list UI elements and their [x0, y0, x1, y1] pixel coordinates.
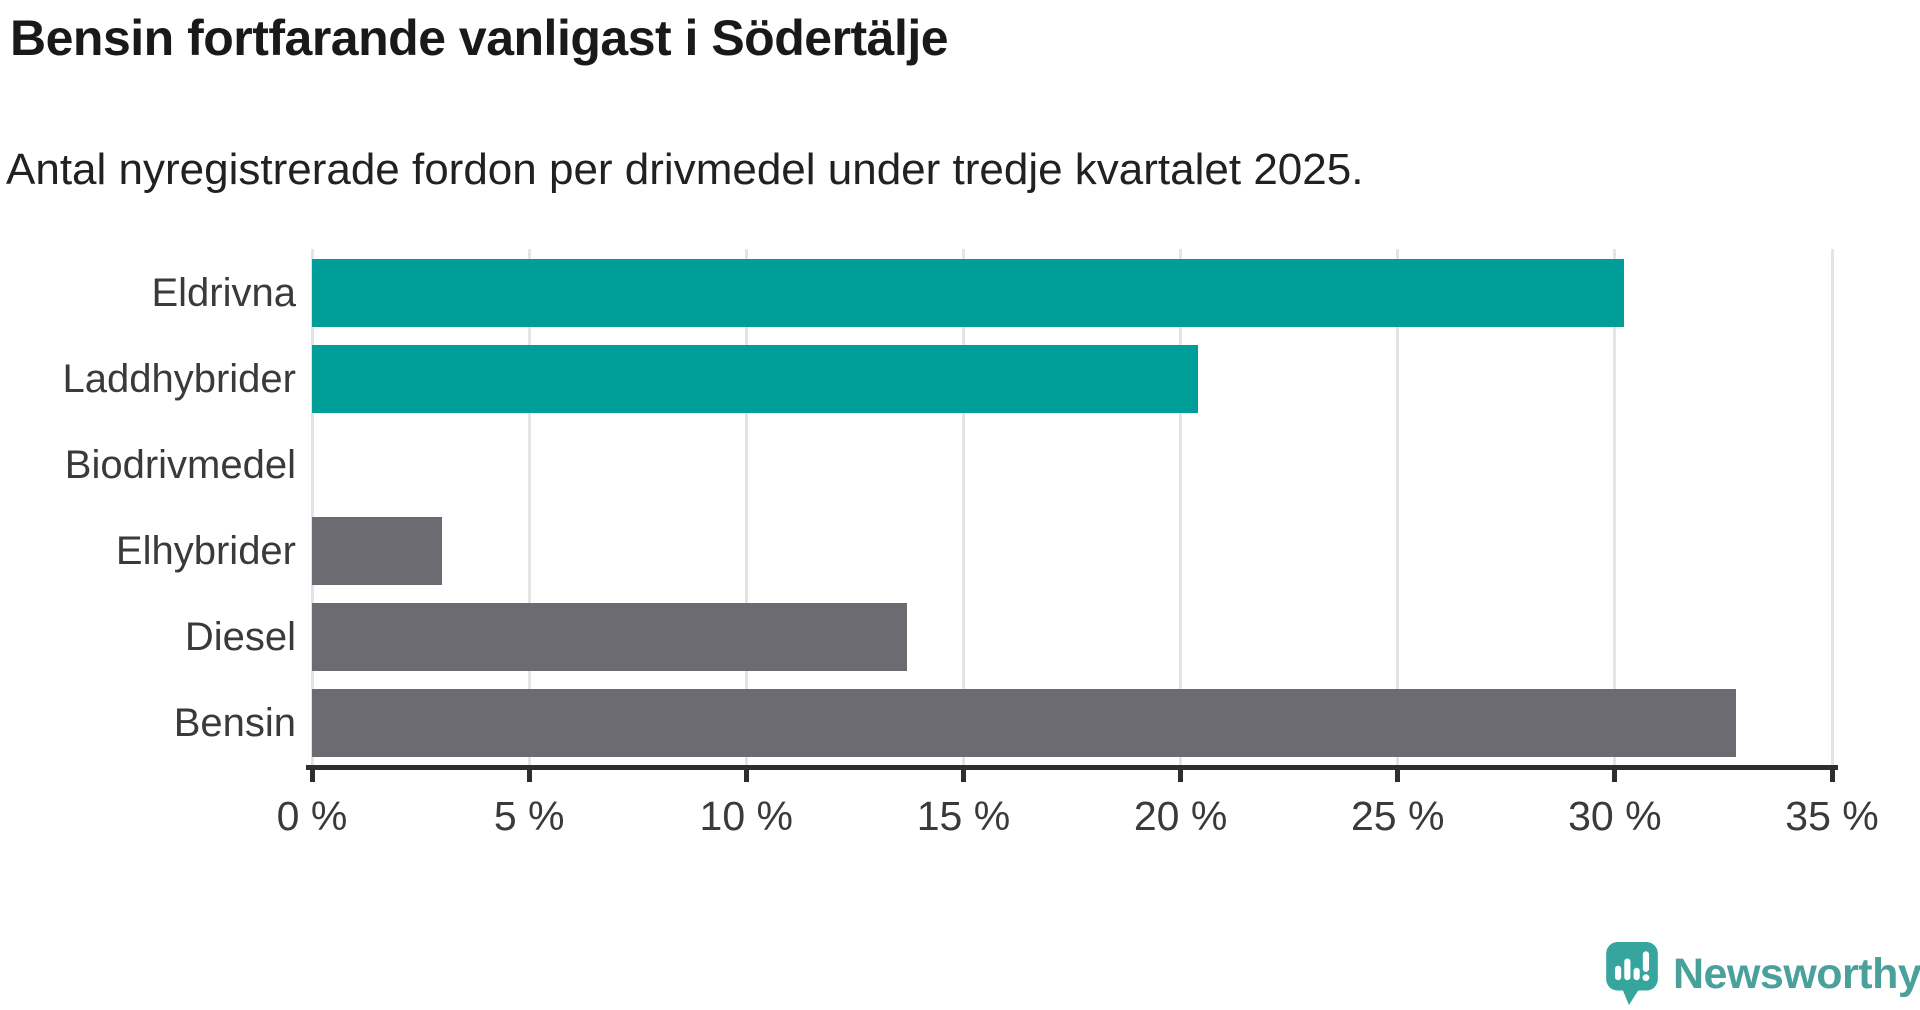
chart-title: Bensin fortfarande vanligast i Södertälj…	[10, 10, 949, 66]
chart-subtitle: Antal nyregistrerade fordon per drivmede…	[6, 145, 1364, 194]
x-axis-tick-label-30: 30 %	[1568, 793, 1662, 839]
category-label-diesel: Diesel	[184, 615, 296, 659]
x-axis-tick-label-20: 20 %	[1133, 793, 1228, 839]
x-axis-tick-25	[1395, 765, 1401, 782]
x-axis-tick-20	[1178, 765, 1184, 782]
bar-bensin	[312, 689, 1737, 757]
x-axis-tick-label-5: 5 %	[493, 793, 565, 839]
category-label-biodrivmedel: Biodrivmedel	[64, 443, 296, 487]
newsworthy-bubble-chart-icon	[1606, 942, 1658, 1005]
x-axis-tick-30	[1612, 765, 1618, 782]
category-label-laddhybrider: Laddhybrider	[62, 357, 297, 401]
bar-diesel	[312, 603, 907, 671]
x-axis-tick-label-35: 35 %	[1785, 793, 1879, 839]
bar-laddhybrider	[312, 345, 1198, 413]
newsworthy-logo: Newsworthy	[1606, 942, 1920, 1006]
gridline-10-percent	[744, 249, 748, 765]
x-axis-tick-label-10: 10 %	[699, 793, 794, 839]
category-label-eldrivna: Eldrivna	[151, 271, 296, 315]
x-axis-tick-35	[1829, 765, 1835, 782]
x-axis-tick-5	[526, 765, 532, 782]
bar-eldrivna	[312, 259, 1624, 327]
gridline-5-percent	[527, 249, 531, 765]
x-axis-line	[306, 765, 1838, 770]
newsworthy-logo-text: Newsworthy	[1673, 949, 1920, 998]
gridline-35-percent	[1830, 249, 1834, 765]
bar-elhybrider	[312, 517, 443, 585]
gridline-15-percent	[961, 249, 965, 765]
x-axis-tick-label-15: 15 %	[916, 793, 1011, 839]
category-label-elhybrider: Elhybrider	[115, 529, 296, 573]
x-axis-tick-0	[309, 765, 315, 782]
gridline-20-percent	[1179, 249, 1183, 765]
x-axis-tick-label-25: 25 %	[1350, 793, 1445, 839]
gridline-25-percent	[1396, 249, 1400, 765]
gridline-30-percent	[1613, 249, 1617, 765]
x-axis-tick-label-0: 0 %	[276, 793, 348, 839]
gridline-0-percent	[310, 249, 314, 765]
x-axis-tick-15	[960, 765, 966, 782]
category-label-bensin: Bensin	[173, 701, 296, 745]
plot-area	[310, 249, 1834, 765]
x-axis-tick-10	[743, 765, 749, 782]
